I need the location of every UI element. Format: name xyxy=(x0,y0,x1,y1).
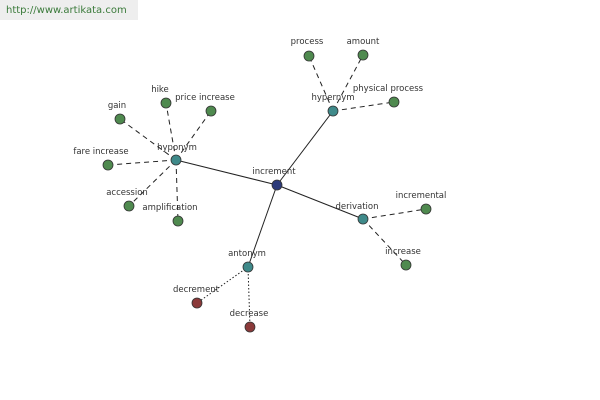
node-label: increase xyxy=(385,247,421,257)
node xyxy=(388,96,400,108)
node-label: decrease xyxy=(230,309,269,319)
node-label: incremental xyxy=(396,191,447,201)
node xyxy=(244,321,256,333)
node-label: price increase xyxy=(175,93,235,103)
node-label: decrement xyxy=(173,285,220,295)
node-label: antonym xyxy=(228,249,266,259)
node xyxy=(114,113,126,125)
edge xyxy=(332,101,395,112)
node xyxy=(123,200,135,212)
node-label: process xyxy=(291,37,324,47)
node-label: amplification xyxy=(142,203,197,213)
node xyxy=(271,179,283,191)
node xyxy=(327,105,339,117)
edge xyxy=(165,102,177,161)
node xyxy=(170,154,182,166)
site-url: http://www.artikata.com xyxy=(0,0,138,20)
node xyxy=(357,213,369,225)
edge xyxy=(276,184,364,220)
node xyxy=(420,203,432,215)
node-label: fare increase xyxy=(73,147,128,157)
node-label: accession xyxy=(106,188,148,198)
node xyxy=(400,259,412,271)
edge xyxy=(247,266,251,328)
edge xyxy=(276,110,334,186)
node-label: hypernym xyxy=(311,93,354,103)
edge xyxy=(308,55,334,112)
node xyxy=(172,215,184,227)
edge xyxy=(128,159,177,207)
node-label: gain xyxy=(108,101,126,111)
edge xyxy=(362,218,407,266)
edges xyxy=(107,54,427,328)
edge xyxy=(247,184,278,268)
nodes: increment hypernym hyponym derivation antony… xyxy=(73,37,447,333)
node xyxy=(242,261,254,273)
node xyxy=(357,49,369,61)
node-label: hyponym xyxy=(157,143,197,153)
node-label: amount xyxy=(347,37,380,47)
node-label: derivation xyxy=(335,202,378,212)
node xyxy=(303,50,315,62)
edge xyxy=(175,159,179,222)
node xyxy=(191,297,203,309)
node xyxy=(205,105,217,117)
edge xyxy=(119,118,177,161)
node xyxy=(160,97,172,109)
node xyxy=(102,159,114,171)
node-label: physical process xyxy=(353,84,424,94)
edge xyxy=(175,159,278,186)
edge xyxy=(107,159,177,166)
edge xyxy=(175,110,212,161)
node-label: increment xyxy=(252,167,296,177)
edge xyxy=(332,54,364,112)
node-label: hike xyxy=(151,85,169,95)
edge xyxy=(362,208,427,220)
